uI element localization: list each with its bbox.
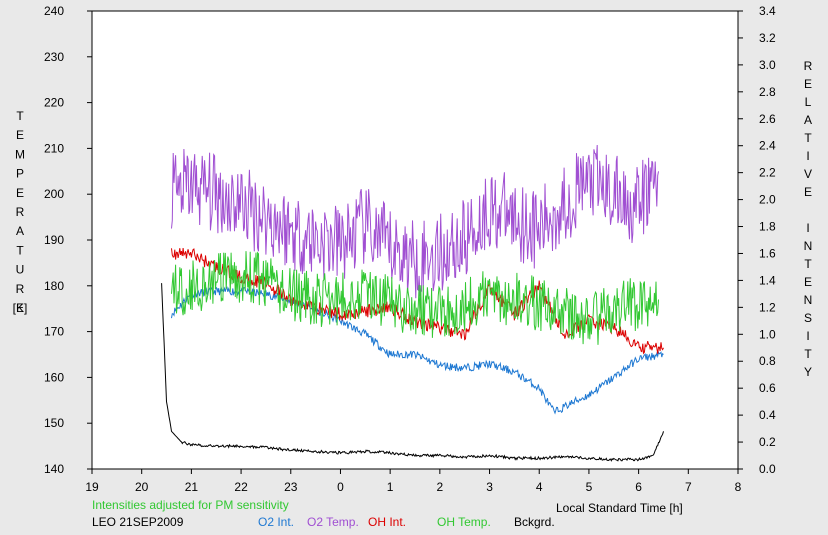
x-axis-ticks: 19 20 21 22 23 0 1 2 3 4 5 6 7 8 bbox=[85, 469, 742, 494]
y-right-tick-label: 3.0 bbox=[759, 58, 776, 72]
x-tick-label: 19 bbox=[85, 480, 99, 494]
x-tick-label: 5 bbox=[586, 480, 593, 494]
series-line-bckgrd bbox=[161, 283, 664, 462]
y-right-tick-label: 3.2 bbox=[759, 31, 776, 45]
y-right-tick-label: 2.2 bbox=[759, 166, 776, 180]
x-tick-label: 21 bbox=[185, 480, 199, 494]
left-axis-unit: [K] bbox=[13, 301, 28, 315]
y-right-tick-label: 1.0 bbox=[759, 327, 776, 341]
x-tick-label: 20 bbox=[135, 480, 149, 494]
y-left-tick-label: 220 bbox=[44, 96, 64, 110]
x-tick-label: 23 bbox=[284, 480, 298, 494]
y-right-tick-label: 2.0 bbox=[759, 193, 776, 207]
y-left-tick-label: 140 bbox=[44, 462, 64, 476]
y-right-tick-label: 1.8 bbox=[759, 220, 776, 234]
x-tick-label: 4 bbox=[536, 480, 543, 494]
site-date-label: LEO 21SEP2009 bbox=[92, 515, 184, 529]
y-left-tick-label: 170 bbox=[44, 325, 64, 339]
y-right-tick-label: 1.2 bbox=[759, 300, 776, 314]
x-tick-label: 6 bbox=[635, 480, 642, 494]
y-right-tick-label: 0.0 bbox=[759, 462, 776, 476]
series-lines bbox=[161, 144, 664, 462]
legend-entry: OH Temp. bbox=[437, 515, 491, 529]
y-left-tick-label: 190 bbox=[44, 233, 64, 247]
y-left-tick-label: 240 bbox=[44, 4, 64, 18]
y-right-tick-label: 0.6 bbox=[759, 381, 776, 395]
y-left-tick-label: 150 bbox=[44, 416, 64, 430]
y-right-tick-label: 2.8 bbox=[759, 85, 776, 99]
y-left-tick-label: 210 bbox=[44, 141, 64, 155]
left-axis-ticks: 140 150 160 170 180 190 200 210 220 230 240 bbox=[44, 4, 92, 476]
y-right-tick-label: 0.2 bbox=[759, 435, 776, 449]
y-right-tick-label: 1.4 bbox=[759, 273, 776, 287]
x-tick-label: 8 bbox=[735, 480, 742, 494]
y-right-tick-label: 0.4 bbox=[759, 408, 776, 422]
x-tick-label: 1 bbox=[387, 480, 394, 494]
y-right-tick-label: 0.8 bbox=[759, 354, 776, 368]
legend-entry: Bckgrd. bbox=[514, 515, 555, 529]
x-tick-label: 2 bbox=[437, 480, 444, 494]
y-right-tick-label: 1.6 bbox=[759, 246, 776, 260]
series-line-oh-temp bbox=[171, 251, 659, 345]
y-right-tick-label: 2.6 bbox=[759, 112, 776, 126]
y-left-tick-label: 230 bbox=[44, 50, 64, 64]
x-tick-label: 22 bbox=[234, 480, 248, 494]
y-left-tick-label: 160 bbox=[44, 370, 64, 384]
legend: O2 Int. O2 Temp. OH Int. OH Temp. Bckgrd. bbox=[258, 515, 555, 529]
x-tick-label: 7 bbox=[685, 480, 692, 494]
series-line-o2-temp bbox=[171, 144, 659, 299]
x-tick-label: 0 bbox=[337, 480, 344, 494]
right-axis-ticks: 0.0 0.2 0.4 0.6 0.8 1.0 1.2 1.4 1.6 1.8 2.0 2.2 2.4 2… bbox=[738, 4, 776, 476]
y-right-tick-label: 3.4 bbox=[759, 4, 776, 18]
y-left-tick-label: 200 bbox=[44, 187, 64, 201]
x-axis-label: Local Standard Time [h] bbox=[556, 501, 683, 515]
legend-entry: O2 Int. bbox=[258, 515, 294, 529]
plot-area bbox=[91, 10, 739, 470]
legend-entry: O2 Temp. bbox=[307, 515, 359, 529]
y-right-tick-label: 2.4 bbox=[759, 139, 776, 153]
x-tick-label: 3 bbox=[486, 480, 493, 494]
legend-entry: OH Int. bbox=[368, 515, 406, 529]
pm-sensitivity-note: Intensities adjusted for PM sensitivity bbox=[92, 498, 289, 512]
y-left-tick-label: 180 bbox=[44, 279, 64, 293]
